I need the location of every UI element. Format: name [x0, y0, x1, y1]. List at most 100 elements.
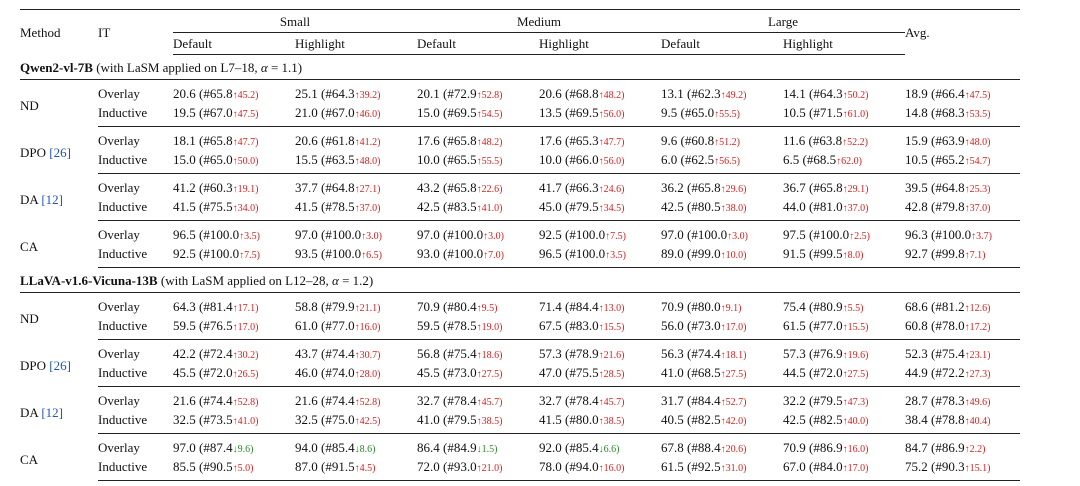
score-value: 56.8 (#75.4	[417, 345, 477, 361]
score-cell: 15.0 (#65.0↑50.0)	[173, 150, 295, 174]
score-cell: 17.6 (#65.8↑48.2)	[417, 127, 539, 151]
citation-link[interactable]: [12]	[41, 191, 63, 207]
score-cell: 41.0 (#68.5↑27.5)	[661, 363, 783, 387]
score-cell: 92.0 (#85.4↓6.6)	[539, 434, 661, 458]
delta-up: ↑54.7)	[964, 155, 991, 167]
header-row-sub: Default Highlight Default Highlight Defa…	[20, 32, 1020, 55]
score-cell: 96.5 (#100.0↑3.5)	[173, 221, 295, 245]
citation-link[interactable]: [12]	[41, 404, 63, 420]
delta-up: ↑48.2)	[476, 136, 503, 148]
score-value: 39.5 (#64.8	[905, 179, 965, 195]
score-value: 11.6 (#63.8	[783, 132, 843, 148]
score-value: 42.5 (#80.5	[661, 198, 721, 214]
score-value: 10.5 (#71.5	[783, 104, 843, 120]
it-type: Overlay	[98, 393, 140, 408]
score-value: 6.5 (#68.5	[783, 151, 837, 167]
delta-up: ↑55.5)	[476, 155, 503, 167]
delta-up: ↑37.0)	[964, 202, 991, 214]
score-cell: 32.7 (#78.4↑45.7)	[539, 387, 661, 411]
delta-up: ↑21.6)	[598, 349, 625, 361]
delta-up: ↑16.0)	[354, 321, 381, 333]
header-sub-highlight: Highlight	[783, 32, 905, 55]
delta-up: ↑48.2)	[598, 89, 625, 101]
score-value: 44.0 (#81.0	[783, 198, 843, 214]
score-cell: 20.6 (#68.8↑48.2)	[539, 80, 661, 104]
header-group-large: Large	[661, 9, 905, 33]
score-value: 92.0 (#85.4	[539, 439, 599, 455]
score-cell: 61.0 (#77.0↑16.0)	[295, 316, 417, 340]
score-cell: 56.8 (#75.4↑18.6)	[417, 340, 539, 364]
delta-up: ↑34.0)	[232, 202, 259, 214]
score-value: 61.5 (#77.0	[783, 317, 843, 333]
score-cell: 89.0 (#99.0↑10.0)	[661, 244, 783, 268]
delta-up: ↑16.0)	[842, 443, 869, 455]
score-cell: 68.6 (#81.2↑12.6)	[905, 293, 1020, 317]
score-cell: 39.5 (#64.8↑25.3)	[905, 174, 1020, 198]
delta-up: ↑7.0)	[483, 249, 504, 261]
score-cell: 94.0 (#85.4↓8.6)	[295, 434, 417, 458]
delta-up: ↑47.3)	[842, 396, 869, 408]
header-sub-default: Default	[661, 32, 783, 55]
header-row-groups: Method IT Small Medium Large Avg.	[20, 9, 1020, 55]
delta-up: ↑15.5)	[598, 321, 625, 333]
score-value: 40.5 (#82.5	[661, 411, 721, 427]
delta-up: ↑52.8)	[354, 396, 381, 408]
score-cell: 36.7 (#65.8↑29.1)	[783, 174, 905, 198]
score-value: 97.0 (#100.0	[295, 226, 362, 242]
delta-up: ↑18.6)	[476, 349, 503, 361]
it-type: Overlay	[98, 133, 140, 148]
score-value: 42.2 (#72.4	[173, 345, 233, 361]
score-value: 32.7 (#78.4	[417, 392, 477, 408]
score-value: 57.3 (#78.9	[539, 345, 599, 361]
section-config: (with LaSM applied on L7–18,	[92, 59, 261, 75]
score-value: 38.4 (#78.8	[905, 411, 965, 427]
score-cell: 96.3 (#100.0↑3.7)	[905, 221, 1020, 245]
score-value: 42.5 (#83.5	[417, 198, 477, 214]
citation-link[interactable]: [26]	[49, 144, 71, 160]
score-value: 86.4 (#84.9	[417, 439, 477, 455]
it-type: Inductive	[98, 316, 173, 340]
delta-up: ↑5.0)	[232, 462, 254, 474]
score-cell: 15.5 (#63.5↑48.0)	[295, 150, 417, 174]
score-cell: 9.5 (#65.0↑55.5)	[661, 103, 783, 127]
score-cell: 14.8 (#68.3↑53.5)	[905, 103, 1020, 127]
score-cell: 97.0 (#100.0↑3.0)	[295, 221, 417, 245]
delta-up: ↑52.7)	[720, 396, 747, 408]
score-cell: 42.2 (#72.4↑30.2)	[173, 340, 295, 364]
score-value: 21.0 (#67.0	[295, 104, 355, 120]
delta-up: ↑28.0)	[354, 368, 381, 380]
score-value: 72.0 (#93.0	[417, 458, 477, 474]
it-type: Overlay	[98, 299, 140, 314]
method-name: CA	[20, 451, 39, 467]
score-cell: 59.5 (#76.5↑17.0)	[173, 316, 295, 340]
score-cell: 78.0 (#94.0↑16.0)	[539, 457, 661, 481]
delta-up: ↑37.0)	[354, 202, 381, 214]
citation-link[interactable]: [26]	[49, 357, 71, 373]
delta-up: ↑25.3)	[964, 183, 991, 195]
score-value: 93.0 (#100.0	[417, 245, 484, 261]
delta-up: ↑27.5)	[842, 368, 869, 380]
delta-up: ↑42.0)	[720, 415, 747, 427]
score-cell: 64.3 (#81.4↑17.1)	[173, 293, 295, 317]
method-cell: ND	[20, 293, 98, 340]
table-row: Inductive 92.5 (#100.0↑7.5) 93.5 (#100.0↑6…	[20, 244, 1020, 268]
table-row: DA [12] Overlay 21.6 (#74.4↑52.8) 21.6 (#74…	[20, 387, 1020, 419]
table-row: DPO [26] Overlay 18.1 (#65.8↑47.7) 20.6 (#6…	[20, 127, 1020, 159]
table-row: ND Overlay 20.6 (#65.8↑45.2) 25.1 (#64.3↑39…	[20, 80, 1020, 112]
score-cell: 42.8 (#79.8↑37.0)	[905, 197, 1020, 221]
score-value: 14.1 (#64.3	[783, 85, 843, 101]
score-value: 70.9 (#86.9	[783, 439, 843, 455]
score-value: 78.0 (#94.0	[539, 458, 599, 474]
score-cell: 43.2 (#65.8↑22.6)	[417, 174, 539, 198]
score-value: 57.3 (#76.9	[783, 345, 843, 361]
score-cell: 9.6 (#60.8↑51.2)	[661, 127, 783, 151]
score-value: 10.0 (#66.0	[539, 151, 599, 167]
delta-up: ↑50.2)	[842, 89, 869, 101]
score-value: 44.9 (#72.2	[905, 364, 965, 380]
score-value: 18.1 (#65.8	[173, 132, 233, 148]
score-value: 97.0 (#100.0	[417, 226, 484, 242]
score-cell: 57.3 (#76.9↑19.6)	[783, 340, 905, 364]
delta-up: ↑55.5)	[714, 108, 740, 120]
delta-up: ↑17.1)	[232, 302, 259, 314]
score-cell: 56.3 (#74.4↑18.1)	[661, 340, 783, 364]
